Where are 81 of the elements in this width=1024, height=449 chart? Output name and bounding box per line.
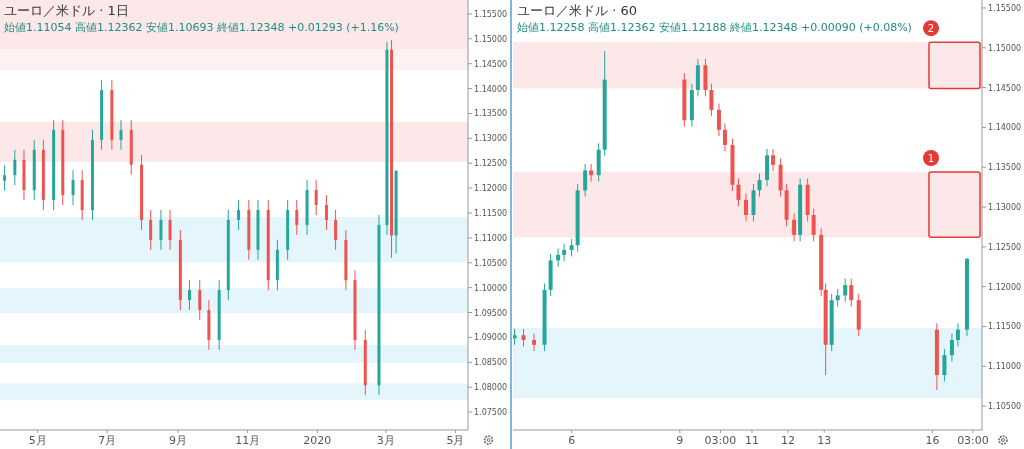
x-tick-label: 7月: [98, 434, 117, 447]
y-tick-label: 1.15500: [474, 9, 508, 19]
x-tick-label: 3月: [376, 434, 395, 447]
x-tick-label: 11月: [235, 434, 261, 447]
candlestick: [295, 199, 299, 236]
y-tick-label: 1.13500: [474, 109, 508, 119]
y-tick-label: 1.10500: [474, 258, 508, 268]
candlestick: [722, 122, 727, 152]
x-tick-label: 16: [925, 434, 940, 447]
x-tick-label: 5月: [28, 434, 47, 447]
y-tick-label: 1.09500: [474, 308, 508, 318]
candlestick: [3, 164, 7, 192]
y-tick-label: 1.14000: [988, 123, 1022, 133]
text: 始値1.12258 高値1.12362 安値1.12188 終値1.12348 +0.00090 (+0.08%): [517, 21, 912, 34]
y-tick-label: 1.15000: [988, 43, 1022, 53]
candlestick: [187, 279, 191, 311]
x-tick-label: 2020: [303, 434, 332, 447]
candlestick: [757, 173, 762, 198]
y-tick-label: 1.15000: [474, 34, 508, 44]
candlestick: [237, 199, 241, 231]
candlestick: [583, 163, 588, 198]
y-tick-label: 1.13000: [474, 134, 508, 144]
candlestick: [532, 333, 537, 352]
x-tick-label: 6: [568, 434, 576, 447]
candlestick: [955, 322, 960, 347]
y-tick-label: 1.11000: [988, 362, 1022, 372]
candlestick: [159, 209, 163, 251]
x-tick-label: 03:00: [957, 434, 989, 447]
y-tick-label: 1.09000: [474, 333, 508, 343]
y-tick-label: 1.10500: [988, 402, 1022, 412]
x-tick-label: 5月: [446, 434, 465, 447]
y-tick-label: 1.12000: [474, 184, 508, 194]
chart-title: ユーロ／米ドル · 60: [517, 3, 637, 18]
y-tick-label: 1.15500: [988, 3, 1022, 13]
candlestick: [119, 119, 123, 151]
y-tick-label: 1.07500: [474, 408, 508, 418]
candlestick: [949, 333, 954, 363]
band-label: 1: [927, 152, 935, 164]
text: 始値1.11054 高値1.12362 安値1.10693 終値1.12348 +0.01293 (+1.16%): [4, 21, 399, 34]
candlestick: [324, 194, 328, 231]
candlestick: [149, 209, 153, 251]
band-label: 2: [927, 22, 935, 34]
x-tick-label: 9月: [169, 434, 188, 447]
candlestick: [334, 209, 338, 251]
y-tick-label: 1.13000: [988, 203, 1022, 213]
y-tick-label: 1.13500: [988, 163, 1022, 173]
y-tick-label: 1.14000: [474, 84, 508, 94]
y-tick-label: 1.08500: [474, 358, 508, 368]
candlestick: [556, 247, 561, 268]
candlestick: [792, 212, 797, 242]
x-tick-label: 03:00: [704, 434, 737, 447]
y-tick-label: 1.14500: [988, 83, 1022, 93]
candlestick: [843, 278, 848, 303]
y-tick-label: 1.14500: [474, 59, 508, 69]
y-tick-label: 1.12500: [988, 242, 1022, 252]
y-tick-label: 1.12500: [474, 159, 508, 169]
candlestick: [562, 243, 567, 262]
candlestick: [71, 169, 75, 206]
y-tick-label: 1.11500: [988, 322, 1022, 332]
candlestick: [13, 149, 17, 186]
y-tick-label: 1.11500: [474, 209, 508, 219]
y-tick-label: 1.12000: [988, 282, 1022, 292]
y-tick-label: 1.11000: [474, 233, 508, 243]
y-tick-label: 1.10000: [474, 283, 508, 293]
y-tick-label: 1.08000: [474, 383, 508, 393]
x-tick-label: 9: [676, 434, 684, 447]
candlestick: [709, 83, 714, 117]
candlestick: [736, 177, 741, 207]
candlestick: [744, 193, 748, 222]
candlestick: [168, 209, 172, 251]
candlestick: [314, 179, 318, 216]
candlestick: [198, 279, 202, 321]
x-tick-label: 11: [745, 434, 760, 447]
candlestick: [716, 103, 721, 137]
x-tick-label: 12: [781, 434, 796, 447]
candlestick: [849, 278, 854, 308]
candlestick: [811, 208, 816, 242]
x-tick-label: 13: [817, 434, 832, 447]
candlestick: [771, 148, 776, 172]
chart-title: ユーロ／米ドル · 1日: [4, 3, 129, 18]
candlestick: [942, 348, 947, 382]
